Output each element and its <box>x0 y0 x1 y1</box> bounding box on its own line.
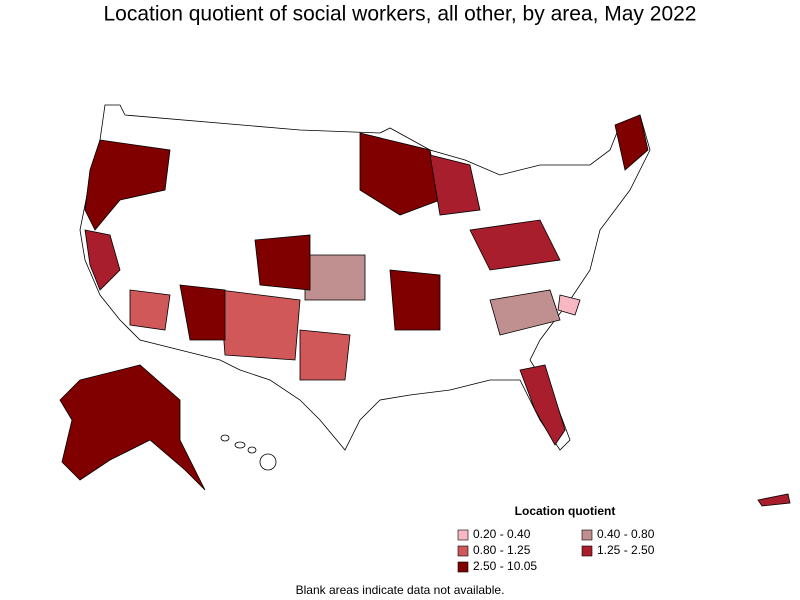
legend-title: Location quotient <box>515 504 616 518</box>
legend-swatch <box>457 545 469 557</box>
region-patch <box>84 229 121 291</box>
legend-label: 1.25 - 2.50 <box>597 543 655 557</box>
region-patch <box>304 254 366 301</box>
region-patch <box>519 364 566 446</box>
legend-label: 2.50 - 10.05 <box>473 559 537 573</box>
region-patch <box>219 289 301 361</box>
map <box>59 104 791 507</box>
legend-label: 0.40 - 0.80 <box>597 527 655 541</box>
legend-swatch <box>581 545 593 557</box>
legend-label: 0.20 - 0.40 <box>473 527 531 541</box>
region-patch <box>84 139 171 231</box>
region-patch <box>254 234 311 291</box>
region-patch <box>489 289 561 336</box>
alaska <box>59 364 206 491</box>
legend-swatch <box>457 561 469 573</box>
legend-swatch <box>581 529 593 541</box>
region-patch <box>359 132 441 216</box>
puerto-rico <box>757 493 791 507</box>
region-patch <box>614 114 649 171</box>
hawaii <box>220 434 277 471</box>
region-patch <box>429 154 481 216</box>
legend-label: 0.80 - 1.25 <box>473 543 531 557</box>
region-patch <box>179 284 226 341</box>
footnote: Blank areas indicate data not available. <box>296 583 505 597</box>
legend: Location quotient 0.20 - 0.40 0.40 - 0.80… <box>457 504 655 573</box>
region-patch <box>557 294 581 316</box>
legend-swatch <box>457 529 469 541</box>
region-patch <box>299 329 351 381</box>
title: Location quotient of social workers, all… <box>103 3 696 26</box>
region-patch <box>469 219 561 271</box>
region-patch <box>129 289 171 331</box>
region-patch <box>389 269 441 331</box>
